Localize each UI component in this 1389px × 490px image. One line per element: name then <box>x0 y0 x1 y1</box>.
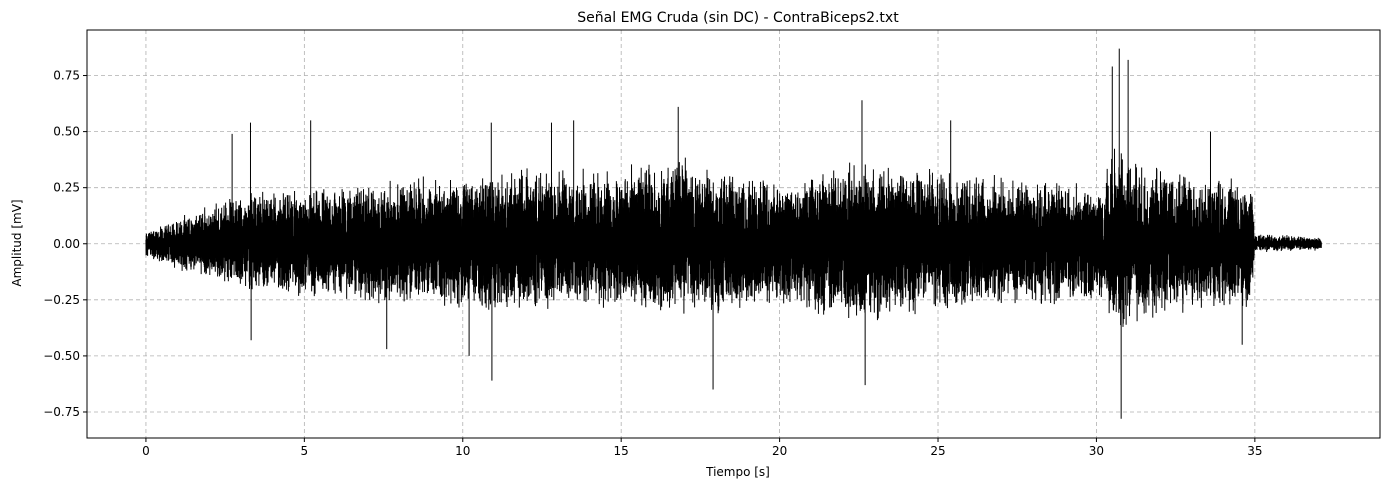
y-tick-label: −0.25 <box>43 293 80 307</box>
x-tick-label: 5 <box>301 444 309 458</box>
chart-title: Señal EMG Cruda (sin DC) - ContraBiceps2… <box>577 10 899 26</box>
x-tick-label: 30 <box>1089 444 1104 458</box>
axes-frame <box>86 29 1381 439</box>
y-tick-label: −0.75 <box>43 405 80 419</box>
signal-line <box>145 48 1322 419</box>
y-tick-label: 0.00 <box>53 237 80 251</box>
y-tick-label: 0.25 <box>53 181 80 195</box>
x-tick-label: 25 <box>930 444 945 458</box>
y-tick-label: 0.75 <box>53 69 80 83</box>
x-axis-ticks: 0 5 10 15 20 25 30 35 <box>142 438 1262 458</box>
plot-area <box>145 48 1322 419</box>
x-tick-label: 20 <box>772 444 787 458</box>
y-axis-label: Amplitud [mV] <box>10 199 24 286</box>
y-tick-label: −0.50 <box>43 349 80 363</box>
x-tick-label: 0 <box>142 444 150 458</box>
y-axis-ticks: −0.75 −0.50 −0.25 0.00 0.25 0.50 0.75 <box>43 69 87 419</box>
x-tick-label: 15 <box>614 444 629 458</box>
y-tick-label: 0.50 <box>53 125 80 139</box>
x-tick-label: 10 <box>455 444 470 458</box>
x-tick-label: 35 <box>1247 444 1262 458</box>
x-axis-label: Tiempo [s] <box>705 465 770 479</box>
